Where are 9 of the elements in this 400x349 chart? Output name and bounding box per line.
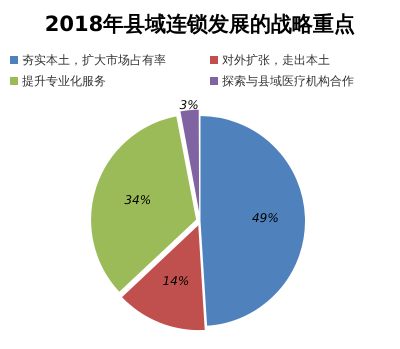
legend-label: 对外扩张，走出本土: [221, 52, 331, 69]
legend-label: 夯实本土，扩大市场占有率: [21, 52, 167, 69]
legend-label: 提升专业化服务: [21, 73, 107, 90]
chart-title: 2018年县域连锁发展的战略重点: [44, 11, 356, 38]
data-label: 3%: [180, 98, 199, 112]
legend-label: 探索与县域医疗机构合作: [221, 73, 355, 90]
data-label: 14%: [162, 274, 190, 288]
data-label: 34%: [124, 192, 152, 207]
data-label: 49%: [252, 211, 279, 226]
